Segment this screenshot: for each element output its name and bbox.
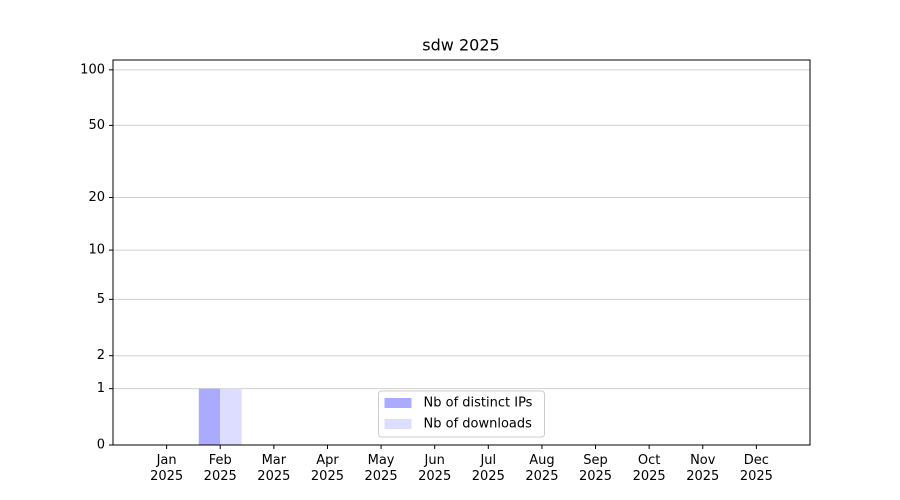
y-tick-label: 1 bbox=[97, 381, 105, 396]
y-tick-label: 20 bbox=[88, 190, 105, 205]
y-tick-label: 10 bbox=[88, 243, 105, 258]
bar bbox=[198, 388, 221, 445]
x-tick-label: Dec 2025 bbox=[739, 453, 773, 484]
chart-title: sdw 2025 bbox=[422, 36, 499, 55]
x-tick-label: Oct 2025 bbox=[632, 453, 666, 484]
x-tick-label: Sep 2025 bbox=[578, 453, 613, 484]
x-tick-label: May 2025 bbox=[364, 453, 398, 484]
legend-label: Nb of downloads bbox=[424, 417, 533, 432]
y-tick-label: 2 bbox=[97, 348, 105, 363]
legend-label: Nb of distinct IPs bbox=[424, 396, 533, 411]
x-tick-label: Nov 2025 bbox=[686, 453, 720, 484]
x-tick-label: Jun 2025 bbox=[418, 453, 452, 484]
y-tick-label: 50 bbox=[88, 118, 105, 133]
x-tick-label: Mar 2025 bbox=[257, 453, 291, 484]
x-tick-label: Apr 2025 bbox=[310, 453, 344, 484]
x-tick-label: Feb 2025 bbox=[203, 453, 237, 484]
legend-swatch bbox=[384, 398, 412, 408]
x-tick-label: Jul 2025 bbox=[471, 453, 505, 484]
x-tick-label: Jan 2025 bbox=[150, 453, 184, 484]
y-tick-label: 100 bbox=[80, 62, 105, 77]
plot-frame bbox=[112, 59, 811, 446]
legend-box bbox=[378, 390, 545, 438]
bar bbox=[220, 388, 242, 445]
x-tick-label: Aug 2025 bbox=[525, 453, 559, 484]
y-tick-label: 5 bbox=[97, 292, 105, 307]
y-tick-label: 0 bbox=[97, 438, 105, 453]
legend-swatch bbox=[384, 419, 412, 429]
